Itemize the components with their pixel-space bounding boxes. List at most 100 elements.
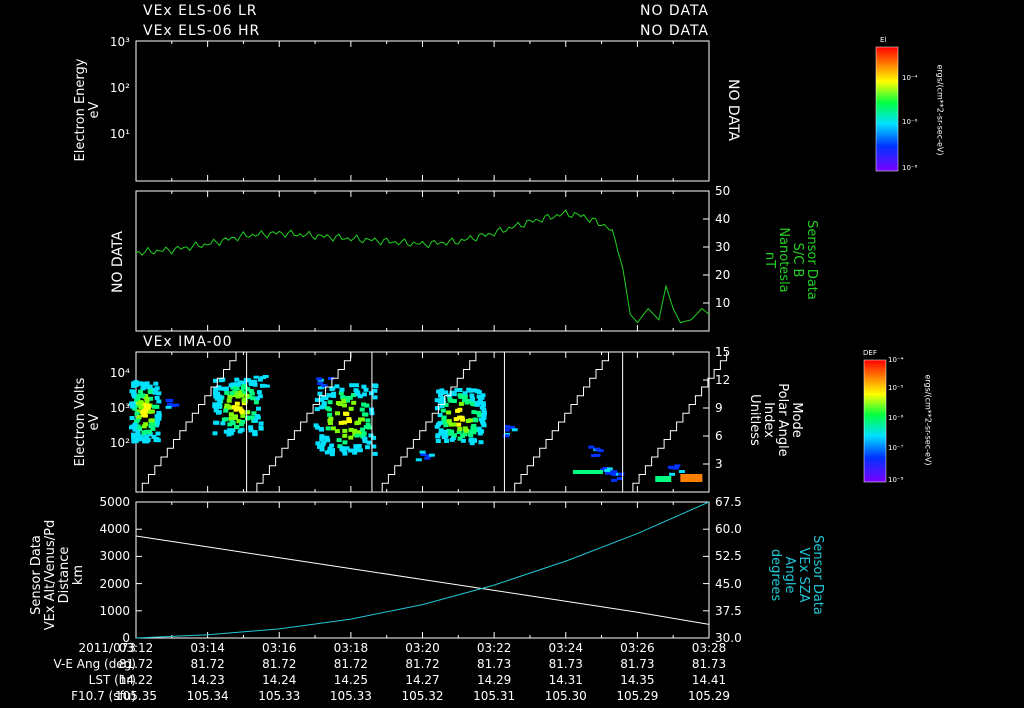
- ima-pixel: [348, 427, 354, 432]
- ima-pixel: [424, 456, 431, 460]
- ima-pixel: [315, 425, 320, 430]
- ima-pixel: [356, 430, 362, 435]
- axis-row-label: V-E Ang (deg): [53, 657, 136, 671]
- ima-pixel: [315, 441, 321, 446]
- ima-right-tick: 9: [715, 401, 723, 415]
- ima-pixel: [346, 417, 352, 422]
- ima-pixel: [605, 471, 611, 475]
- ima-pixel: [216, 402, 222, 407]
- ima-pixel: [471, 438, 477, 443]
- ima-pixel: [447, 431, 453, 436]
- ima-pixel: [458, 415, 464, 420]
- els-ytick: 10³: [109, 35, 130, 49]
- ima-pixel: [238, 380, 244, 385]
- els-ytick: 10²: [109, 81, 130, 95]
- ima-pixel: [443, 423, 449, 428]
- ima-pixel: [252, 430, 258, 434]
- ima-pixel: [338, 420, 344, 425]
- ima-pixel: [449, 390, 455, 395]
- ima-pixel: [141, 402, 147, 407]
- ima-pixel: [462, 398, 467, 402]
- els-colorbar-unit: ergs/(cm**2-sr-sec-eV): [935, 64, 945, 156]
- ima-pixel: [148, 424, 154, 429]
- ima-pixel: [253, 400, 259, 405]
- ima-pixel: [361, 431, 367, 436]
- ima-pixel: [136, 409, 142, 414]
- ima-pixel: [341, 448, 347, 452]
- ima-pixel: [606, 467, 613, 471]
- ima-pixel: [338, 391, 344, 395]
- ima-pixel: [235, 382, 241, 387]
- ima-pixel: [228, 416, 234, 421]
- ima-pixel: [142, 439, 148, 444]
- lr-label: VEx ELS-06 LR: [143, 3, 258, 19]
- ima-pixel: [314, 397, 320, 402]
- ima-pixel: [323, 396, 329, 400]
- ima-pixel: [146, 403, 151, 408]
- bfield-ytick: 20: [715, 268, 731, 282]
- ima-pixel: [678, 470, 685, 473]
- ima-pixel: [154, 436, 160, 441]
- ima-pixel: [441, 416, 447, 421]
- ima-pixel: [342, 433, 348, 438]
- ima-pixel: [588, 445, 595, 449]
- ima-pixel: [144, 434, 150, 439]
- ima-pixel: [356, 444, 362, 448]
- ima-polar-angle-staircase: [626, 352, 728, 493]
- ima-pixel: [144, 429, 150, 434]
- ima-pixel: [434, 398, 440, 403]
- ima-pixel: [361, 384, 367, 389]
- ima-pixel: [462, 432, 468, 437]
- ima-pixel: [572, 470, 603, 474]
- ima-pixel: [680, 474, 703, 482]
- ima-pixel: [131, 439, 137, 444]
- ima-pixel: [469, 441, 475, 446]
- ima-pixel: [457, 427, 463, 431]
- ima-pixel: [436, 389, 442, 394]
- ima-pixel: [253, 375, 260, 379]
- axis-cell-value: 14.22: [118, 673, 154, 687]
- ima-pixel: [154, 414, 160, 419]
- ima-pixel: [443, 402, 449, 407]
- ima-pixel: [435, 433, 441, 438]
- axis-cell-value: 14.31: [548, 673, 583, 687]
- ima-pixel: [135, 417, 141, 422]
- ima-pixel: [154, 423, 160, 428]
- ima-pixel: [218, 378, 224, 383]
- ima-right-tick: 6: [715, 429, 723, 443]
- ima-pixel: [352, 448, 358, 453]
- ima-pixel: [465, 399, 471, 404]
- ima-pixel: [154, 395, 160, 400]
- ima-pixel: [669, 466, 676, 470]
- ima-pixel: [604, 469, 611, 472]
- ima-pixel: [347, 395, 353, 400]
- ima-pixel: [428, 453, 435, 457]
- ima-pixel: [446, 410, 452, 415]
- ima-pixel: [460, 438, 466, 443]
- ima-pixel: [216, 404, 222, 409]
- ima-pixel: [342, 428, 348, 433]
- lr-status: NO DATA: [639, 3, 709, 19]
- axis-cell-value: 14.41: [691, 673, 727, 687]
- ima-pixel: [132, 422, 138, 427]
- ima-pixel: [457, 436, 463, 441]
- ima-pixel: [227, 394, 233, 399]
- ima-pixel: [335, 411, 340, 416]
- ima-pixel: [324, 435, 330, 440]
- sza-series-line: [135, 501, 710, 639]
- ima-pixel: [453, 417, 459, 422]
- ima-pixel: [439, 391, 445, 395]
- axis-cell-value: 14.29: [476, 673, 512, 687]
- ima-pixel: [148, 390, 154, 395]
- ima-pixel: [339, 387, 345, 392]
- ima-pixel: [212, 431, 218, 436]
- ima-pixel: [234, 425, 240, 430]
- ima-pixel: [415, 458, 422, 462]
- ima-pixel: [342, 420, 347, 425]
- ima-pixel: [438, 428, 444, 433]
- axis-date: 2011/073: [78, 641, 137, 655]
- axis-cell-value: 81.72: [405, 657, 440, 671]
- ima-pixel: [215, 386, 221, 391]
- axis-time-label: 03:20: [405, 641, 440, 655]
- ima-title: VEx IMA-00: [143, 334, 233, 350]
